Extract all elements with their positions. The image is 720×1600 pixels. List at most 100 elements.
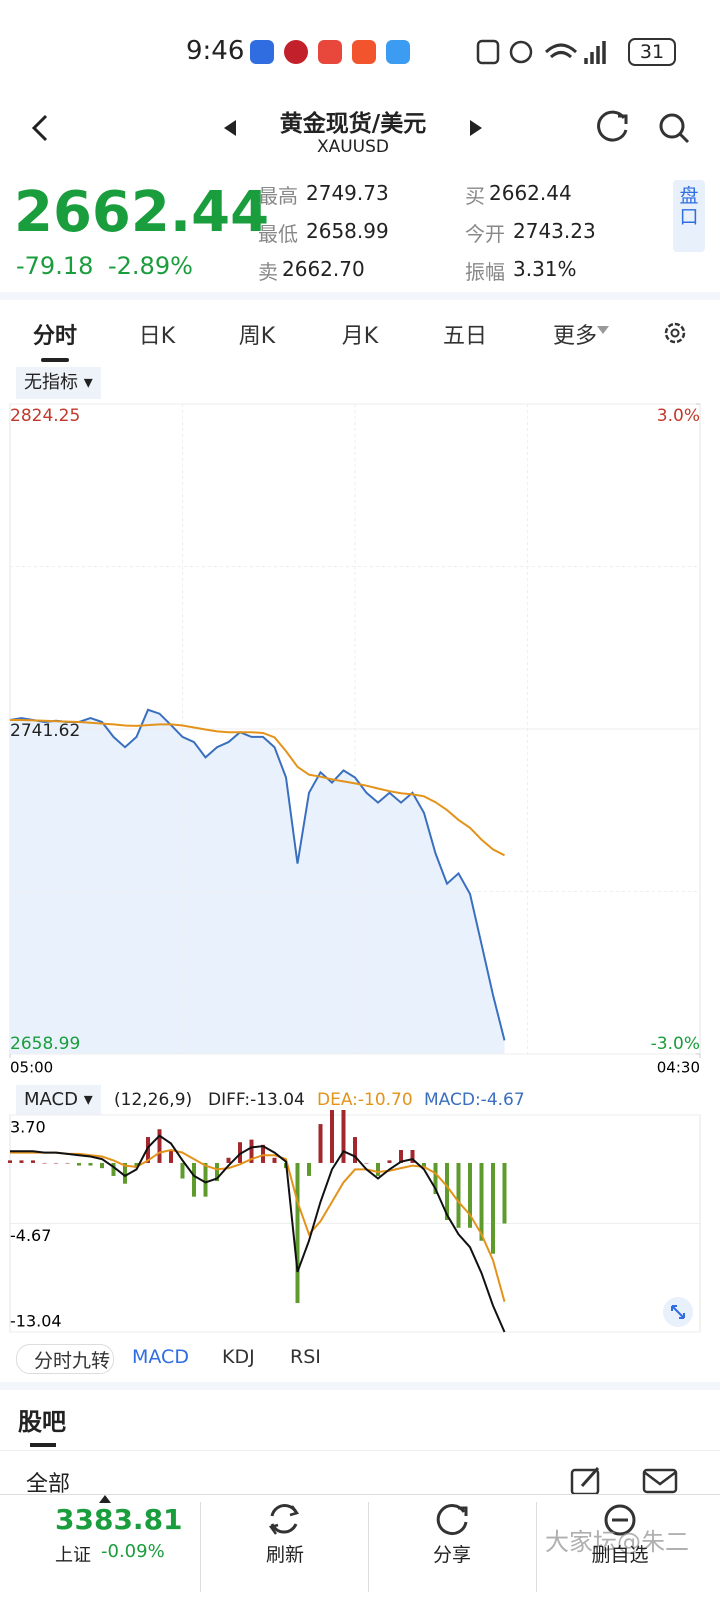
tab[interactable]: 周K	[238, 324, 276, 349]
tab[interactable]: 月K	[341, 324, 379, 349]
y-tick-label: 2741.62	[10, 721, 80, 741]
change-percent: -2.89%	[108, 252, 193, 280]
macd-bar	[433, 1162, 438, 1195]
stat-label: 最低	[258, 222, 298, 246]
macd-bar	[8, 1160, 12, 1163]
macd-bar	[387, 1160, 392, 1163]
legend-entry: DEA:-10.70	[317, 1090, 413, 1110]
forum-filter[interactable]: 全部	[26, 1472, 71, 1497]
subtitle: XAUUSD	[316, 137, 390, 157]
dropdown-caret	[597, 326, 609, 334]
macd-bar	[422, 1162, 426, 1169]
stat-value: 2749.73	[306, 181, 389, 205]
forum-icons[interactable]	[568, 1464, 688, 1498]
last-price: 2662.44	[14, 180, 270, 245]
tab[interactable]: 五日	[442, 324, 487, 349]
title: 黄金现货/美元	[279, 111, 427, 137]
macd-bar	[502, 1162, 507, 1224]
back-button[interactable]	[28, 112, 58, 144]
stat-value: 2658.99	[306, 219, 389, 243]
macd-bar	[31, 1160, 35, 1163]
divider	[536, 1502, 537, 1592]
price-line	[9, 708, 506, 1041]
macd-bar	[134, 1162, 139, 1169]
macd-bar	[468, 1162, 472, 1228]
macd-bar	[376, 1162, 380, 1176]
tab[interactable]: 分时	[32, 324, 77, 349]
y-tick-label: -13.04	[10, 1312, 62, 1331]
macd-bar	[203, 1162, 208, 1197]
y2-tick-label: -3.0%	[651, 1034, 700, 1054]
stat-label: 振幅	[465, 260, 505, 284]
macd-bar	[456, 1162, 461, 1228]
average-line	[10, 719, 505, 857]
macd-bar	[318, 1124, 323, 1163]
divider	[200, 1502, 201, 1592]
indicator-tab[interactable]: KDJ	[222, 1346, 255, 1368]
settings-button[interactable]	[662, 320, 688, 346]
macd-bar	[65, 1162, 70, 1164]
macd-bar	[54, 1162, 58, 1164]
macd-bar	[364, 1162, 369, 1164]
forum-underline	[30, 1443, 56, 1447]
prev-button[interactable]	[222, 118, 238, 138]
v-badge	[16, 1344, 114, 1374]
indicator-select[interactable]: 无指标 ▾	[16, 367, 101, 399]
macd-bar	[146, 1137, 150, 1163]
macd-bar	[215, 1162, 219, 1182]
stat-label: 最高	[258, 184, 298, 208]
macd-select[interactable]: MACD ▾	[16, 1085, 101, 1115]
indicator-select-label: 无指标	[24, 372, 78, 393]
stat-value: 3.31%	[513, 257, 577, 281]
y2-tick-label: 3.0%	[657, 406, 700, 426]
macd-bar	[19, 1160, 24, 1163]
action-label[interactable]: 刷新	[265, 1544, 304, 1566]
macd-bar	[445, 1162, 449, 1220]
macd-bar	[399, 1150, 403, 1163]
macd-params: (12,26,9)	[114, 1090, 193, 1110]
stat-value: 2743.23	[513, 219, 596, 243]
index-change: -0.09%	[101, 1541, 165, 1562]
x-tick-label: 05:00	[10, 1059, 53, 1077]
next-button[interactable]	[468, 118, 484, 138]
bottom-bar	[0, 1494, 720, 1600]
tab[interactable]: 日K	[138, 324, 176, 349]
watermark: 大家坛@朱二	[545, 1528, 689, 1556]
expand-button[interactable]	[662, 1296, 694, 1328]
index-name: 上证	[55, 1545, 91, 1566]
macd-bar	[169, 1150, 173, 1163]
macd-bar	[238, 1142, 242, 1163]
macd-chart: 3.70 -4.67 -13.04	[8, 1110, 701, 1333]
macd-bar	[249, 1139, 254, 1163]
macd-bar	[77, 1162, 81, 1166]
divider	[0, 1382, 720, 1390]
battery: 31	[628, 38, 676, 66]
stat-label: 今开	[465, 222, 505, 246]
stat-value: 2662.70	[282, 257, 365, 281]
index-value[interactable]: 3383.81	[55, 1503, 183, 1536]
macd-bar	[295, 1162, 300, 1303]
action-label[interactable]: 删自选	[591, 1544, 649, 1566]
stat-label: 买	[465, 184, 485, 208]
tab[interactable]: 更多	[552, 324, 597, 349]
side-tab[interactable]: 盘口	[673, 180, 705, 252]
action-label[interactable]: 分享	[432, 1544, 471, 1566]
macd-bar	[100, 1162, 104, 1169]
dea-line	[10, 1148, 506, 1302]
indicator-tab[interactable]: 分时九转	[34, 1350, 111, 1372]
macd-bar	[42, 1162, 47, 1164]
divider	[368, 1502, 369, 1592]
stat-label: 卖	[258, 260, 278, 284]
macd-bar	[341, 1110, 346, 1163]
app-icons	[250, 40, 410, 64]
indicator-tab[interactable]: RSI	[290, 1346, 321, 1368]
legend-entry: MACD:-4.67	[424, 1090, 525, 1110]
legend-entry: DIFF:-13.04	[208, 1090, 305, 1110]
price-chart: 2658.99 2741.62 2824.25 -3.0% 3.0% 05:00 04:30	[9, 403, 701, 1077]
macd-select-label: MACD	[24, 1089, 78, 1110]
forum-title: 股吧	[18, 1408, 66, 1436]
y-tick-label: 3.70	[10, 1118, 46, 1137]
header-icons[interactable]	[594, 110, 694, 146]
indicator-tab[interactable]: MACD	[132, 1346, 189, 1368]
